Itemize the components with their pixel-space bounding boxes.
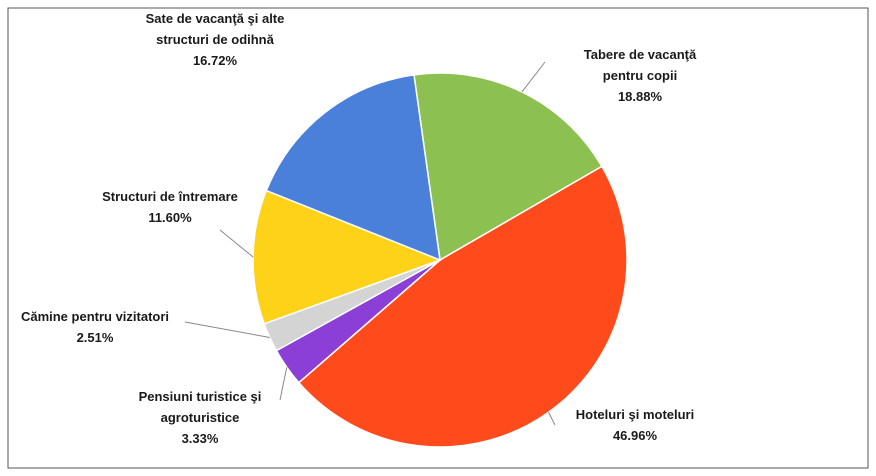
leader-line — [548, 412, 556, 426]
frame — [7, 7, 869, 469]
category-label: Pensiuni turistice şi agroturistice — [138, 389, 262, 425]
value-label: 3.33% — [181, 431, 219, 446]
pie-slice — [252, 189, 443, 325]
category-label: Structuri de întremare — [102, 189, 238, 204]
value-label: 46.96% — [612, 428, 658, 443]
slice-label: Structuri de întremare 11.60% — [95, 186, 245, 228]
slice-label: Sate de vacanţă şi alte structuri de odi… — [140, 8, 290, 71]
leader-line — [219, 229, 254, 258]
category-label: Cămine pentru vizitatori — [20, 309, 170, 324]
slice-label: Tabere de vacanţă pentru copii 18.88% — [565, 44, 715, 107]
slice-label: Pensiuni turistice şi agroturistice 3.33% — [100, 386, 300, 449]
value-label: 2.51% — [76, 330, 114, 345]
category-label: Hoteluri şi moteluri — [575, 407, 695, 422]
leader-line — [279, 367, 288, 401]
pie-slice — [265, 73, 441, 262]
category-label: Sate de vacanţă şi alte structuri de odi… — [145, 11, 285, 47]
leader-line — [521, 61, 546, 93]
value-label: 11.60% — [148, 210, 192, 225]
value-label: 16.72% — [192, 53, 238, 68]
category-label: Tabere de vacanţă pentru copii — [583, 47, 697, 83]
slice-label: Cămine pentru vizitatori 2.51% — [10, 306, 180, 348]
pie-slice — [297, 165, 628, 448]
value-label: 18.88% — [617, 89, 663, 104]
leader-line — [184, 321, 270, 338]
slice-label: Hoteluri şi moteluri 46.96% — [545, 404, 725, 446]
